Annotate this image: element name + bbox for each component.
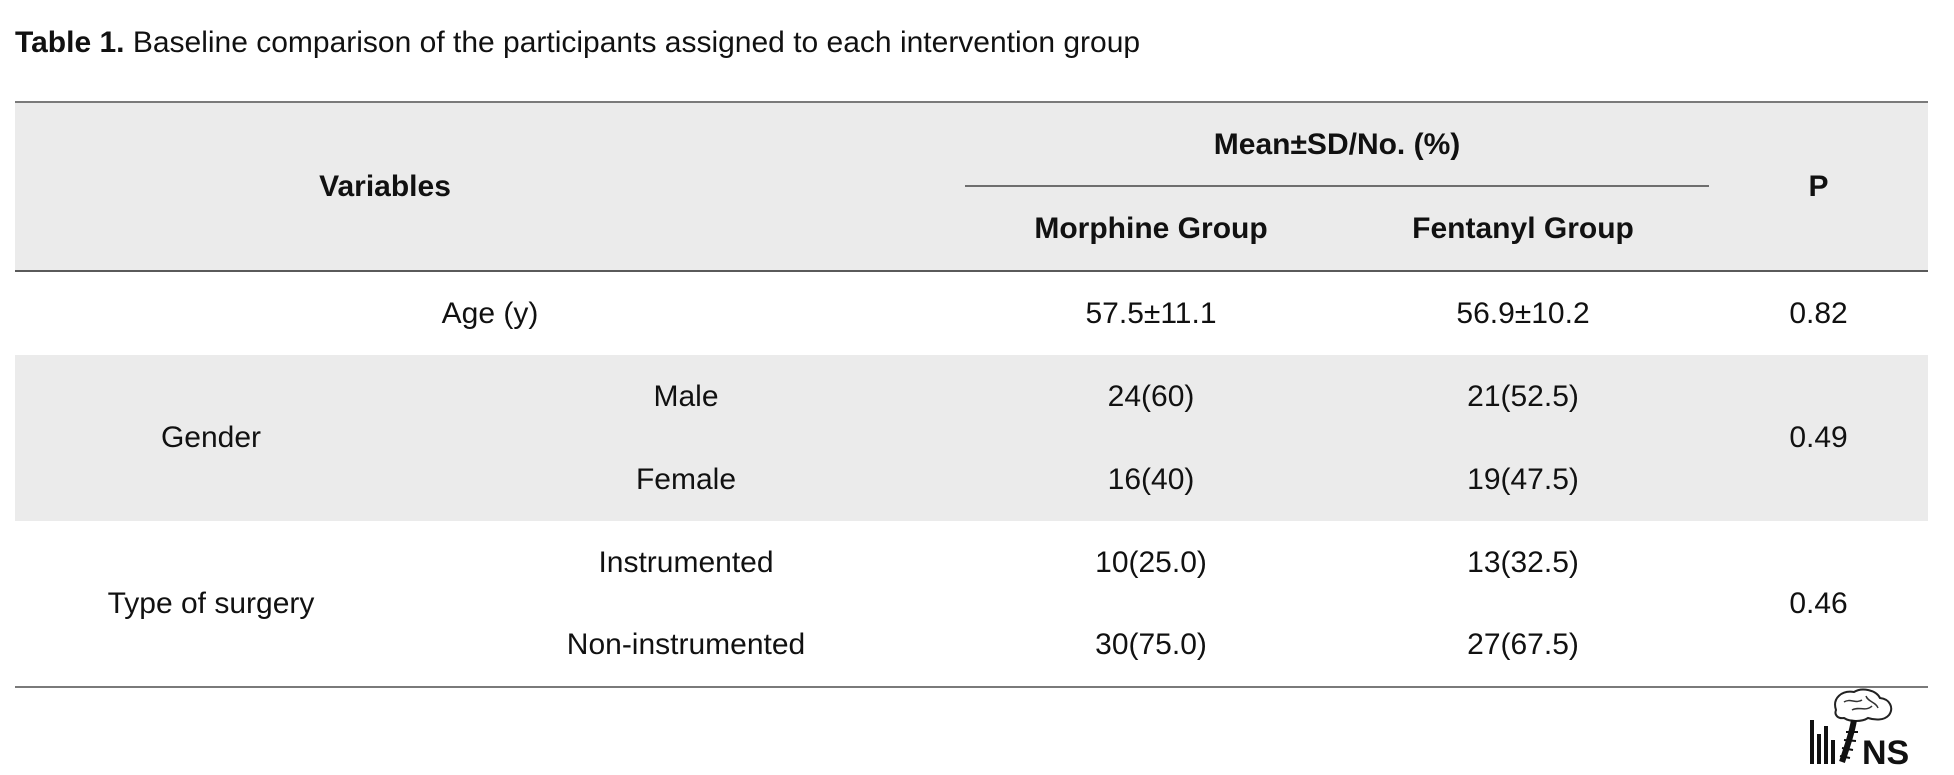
row-surgery-p: 0.46 (1789, 586, 1848, 620)
table-row: Female 16(40) 19(47.5) (15, 438, 1928, 521)
row-age-morphine: 57.5±11.1 (1085, 296, 1217, 330)
brain-spine-logo-icon: NS (1810, 688, 1909, 768)
table-row: Gender Male 24(60) 21(52.5) 0.49 (15, 355, 1929, 521)
row-surgery-instrumented-label: Instrumented (598, 545, 774, 579)
table-body: Age (y) 57.5±11.1 56.9±10.2 0.82 Gender … (15, 271, 1929, 687)
table-row: Type of surgery Instrumented 10(25.0) 13… (15, 521, 1928, 620)
table-header: Variables Mean±SD/No. (%) P Morphine Gro… (15, 102, 1929, 271)
row-surgery-label: Type of surgery (107, 586, 315, 620)
header-group-span: Mean±SD/No. (%) (965, 102, 1710, 187)
caption-label: Table 1. (15, 26, 125, 59)
header-group-span-label: Mean±SD/No. (%) (1213, 128, 1461, 161)
row-gender-female-label: Female (407, 438, 966, 521)
table-row: Non-instrumented 30(75.0) 27(67.5) (15, 604, 1928, 687)
row-gender-p: 0.49 (1709, 355, 1929, 521)
row-age-fentanyl: 56.9±10.2 (1456, 296, 1590, 330)
logo-text: NS (1862, 734, 1909, 768)
row-surgery-noninstrumented-label: Non-instrumented (566, 628, 806, 661)
row-gender-label: Gender (15, 355, 407, 521)
table-row: Age (y) 57.5±11.1 56.9±10.2 0.82 (15, 271, 1928, 355)
row-surgery-noninstrumented-fentanyl: 27(67.5) (1467, 628, 1579, 661)
row-gender-female-fentanyl: 19(47.5) (1337, 438, 1710, 521)
row-gender-male-label: Male (407, 355, 966, 438)
row-age-p: 0.82 (1789, 296, 1848, 330)
row-age-label: Age (y) (441, 296, 539, 330)
header-variables: Variables (15, 102, 966, 271)
header-span-rule (965, 185, 1710, 187)
table-caption: Table 1. Baseline comparison of the part… (15, 26, 1140, 60)
header-p: P (1709, 102, 1929, 271)
row-gender-male-fentanyl: 21(52.5) (1337, 355, 1710, 438)
row-surgery-instrumented-fentanyl: 13(32.5) (1467, 545, 1579, 579)
row-surgery-instrumented-morphine: 10(25.0) (1095, 545, 1207, 579)
baseline-table: Variables Mean±SD/No. (%) P Morphine Gro… (15, 101, 1929, 688)
caption-text: Baseline comparison of the participants … (124, 26, 1141, 59)
row-gender-male-morphine: 24(60) (965, 355, 1338, 438)
row-gender-female-morphine: 16(40) (965, 438, 1338, 521)
header-morphine: Morphine Group (965, 187, 1338, 271)
header-fentanyl: Fentanyl Group (1337, 187, 1710, 271)
row-surgery-noninstrumented-morphine: 30(75.0) (1095, 628, 1207, 661)
